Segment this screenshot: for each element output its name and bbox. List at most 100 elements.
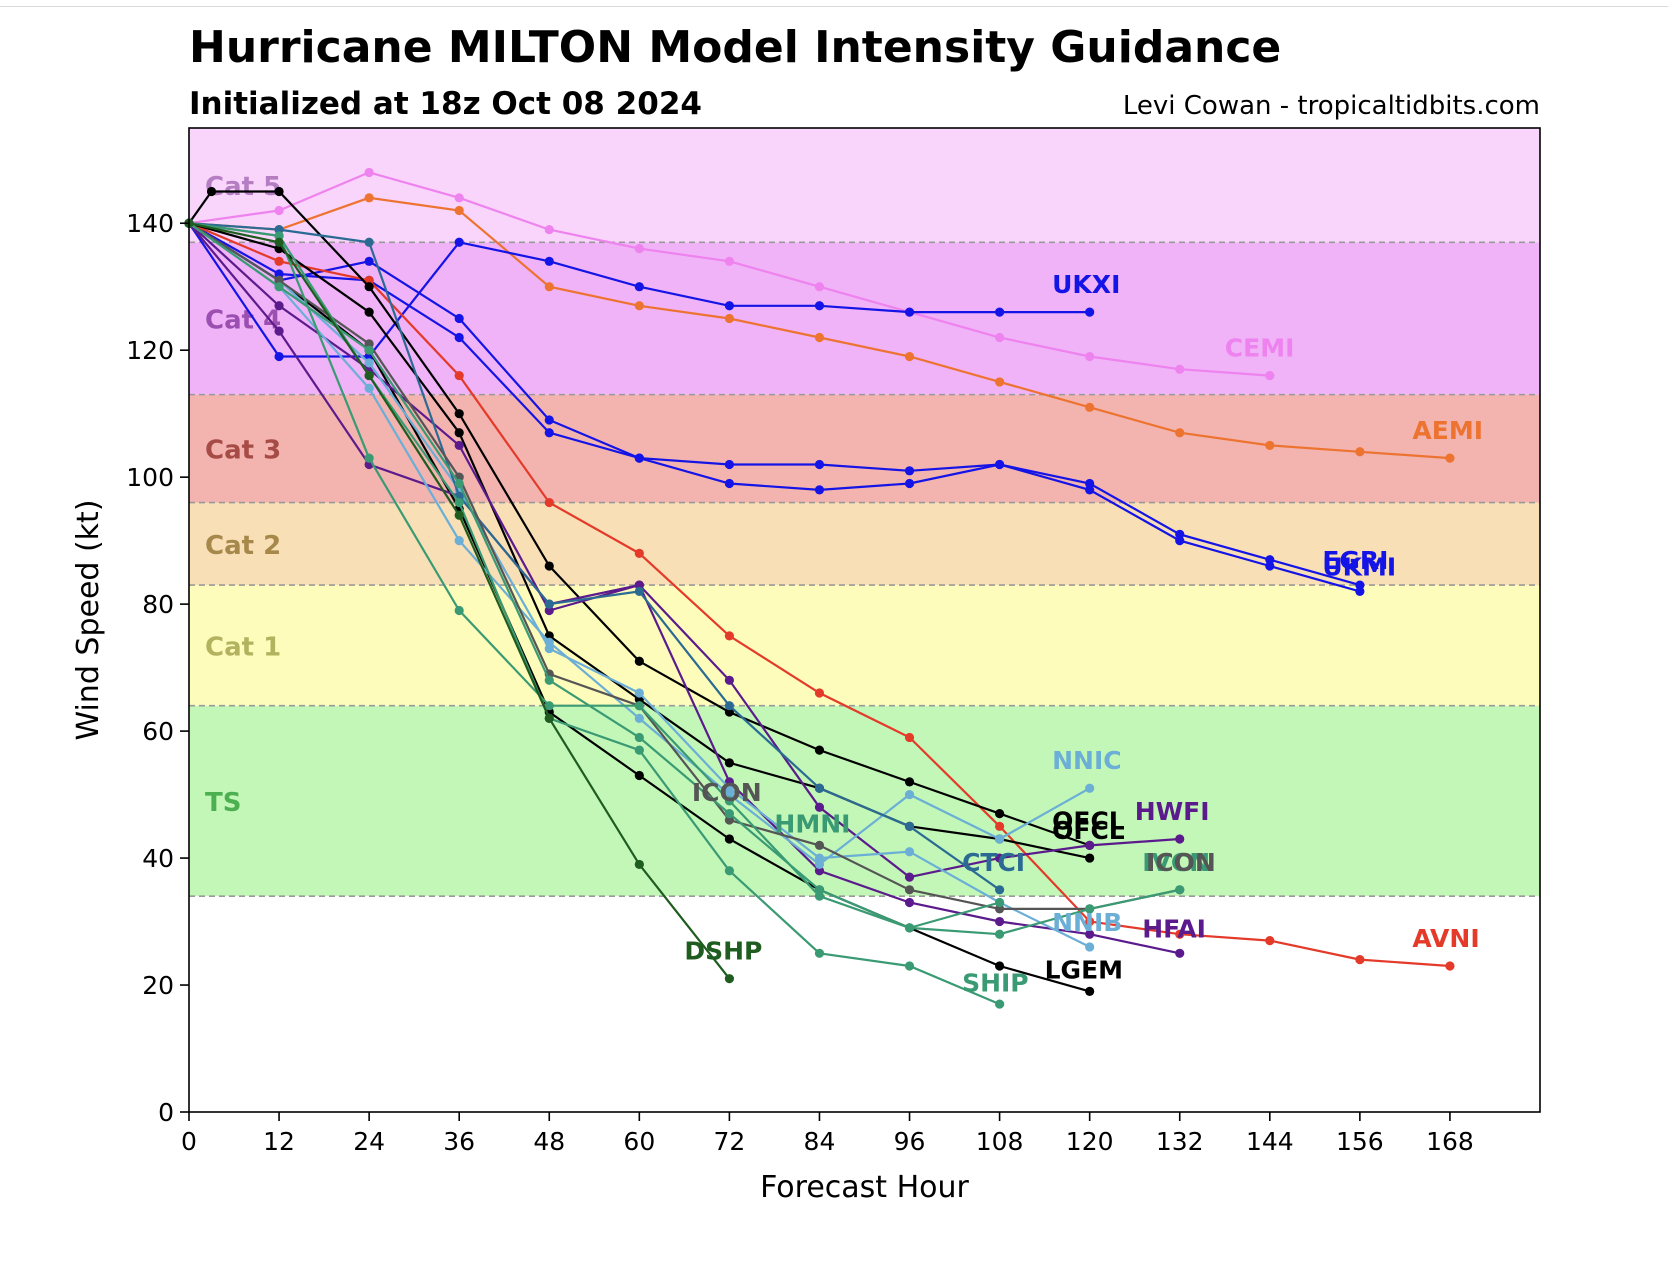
data-point-avni [904, 732, 915, 743]
data-point-ukxi [454, 237, 464, 247]
data-point-ivcn [634, 732, 644, 743]
x-tick-label: 36 [443, 1127, 475, 1156]
data-point-hwfi [274, 301, 284, 311]
data-point-ctci [904, 821, 915, 831]
data-point-hmni [995, 897, 1005, 908]
y-axis-label: Wind Speed (kt) [71, 499, 106, 740]
model-series [184, 167, 1455, 1009]
data-point-aemi [724, 313, 735, 324]
band-cat-1 [189, 585, 1540, 706]
top-divider [0, 6, 1668, 7]
data-point-ship [724, 866, 735, 876]
band-ts [189, 705, 1540, 897]
data-point-ship [904, 961, 915, 971]
data-point-aemi [904, 351, 915, 362]
data-point-ship [634, 745, 644, 755]
plot-frame [188, 127, 1541, 1113]
model-label-ukxi: UKXI [1052, 270, 1120, 299]
data-point-icon [364, 339, 374, 349]
data-point-aemi [1085, 402, 1095, 412]
model-label-dshp: DSHP [684, 937, 762, 966]
data-point-ofcl [814, 745, 825, 755]
data-point-ship [995, 999, 1005, 1009]
data-point-ukxi [995, 307, 1005, 317]
data-point-aemi [544, 282, 554, 292]
data-point-cemi [454, 193, 464, 203]
data-point-icon [274, 275, 284, 285]
model-label-nnic: NNIC [1052, 746, 1122, 775]
data-point-hwfi [1085, 840, 1095, 850]
x-tick-label: 0 [181, 1127, 197, 1156]
model-label-egri: EGRI [1322, 546, 1388, 575]
data-point-avni [454, 370, 464, 381]
x-tick-label: 72 [713, 1127, 745, 1156]
data-point-avni [364, 275, 374, 285]
data-point-ivcn [724, 809, 735, 819]
data-point-lgem [1085, 986, 1095, 996]
data-point-hmni [454, 605, 464, 616]
data-point-avni [274, 256, 284, 266]
data-point-ofcl [995, 809, 1005, 819]
data-point-avni [1445, 961, 1455, 971]
data-point-ofcl [454, 428, 464, 438]
series-line-hmni [188, 222, 1000, 930]
model-label-icon: ICON [692, 778, 762, 807]
data-point-hmni [814, 891, 825, 901]
band-label: Cat 1 [205, 632, 281, 662]
model-label-ofcl: OFCL [1052, 816, 1125, 845]
model-label-ctci: CTCI [962, 848, 1025, 877]
data-point-ofcl [724, 707, 735, 717]
data-point-nnib [724, 783, 735, 793]
data-point-hfai [274, 326, 284, 336]
data-point-nnic [364, 383, 374, 393]
data-point-ukmi [274, 269, 284, 279]
data-point-ukmi [544, 428, 554, 438]
y-tick-label: 20 [142, 971, 174, 1000]
data-point-egri [814, 459, 825, 470]
band-label: Cat 5 [205, 172, 281, 202]
data-point-lgem [634, 770, 644, 781]
data-point-ctci [634, 586, 644, 597]
data-point-egri [1085, 478, 1095, 489]
data-point-ofcl [364, 282, 374, 292]
x-tick-label: 24 [353, 1127, 385, 1156]
data-point-ukmi [1085, 485, 1095, 495]
data-point-egri [1175, 529, 1185, 539]
data-point-egri [724, 459, 735, 470]
data-point-ukmi [1175, 536, 1185, 546]
data-point-ivcn [814, 885, 825, 895]
data-point-cemi [814, 282, 825, 292]
data-point-aemi [634, 301, 644, 311]
data-point-ivcn [454, 478, 464, 489]
data-point-hmni [364, 453, 374, 463]
chart-title: Hurricane MILTON Model Intensity Guidanc… [189, 22, 1282, 73]
data-point-ship [454, 497, 464, 508]
data-point-ofcl [724, 758, 735, 768]
data-point-hmni [634, 701, 644, 711]
data-point-egri [904, 466, 915, 476]
data-point-avni [634, 548, 644, 558]
data-point-cemi [634, 244, 644, 254]
data-point-icon [724, 815, 735, 825]
axes: 0 12 24 36 48 60 72 84 96 108 120 132 144 156 168 0 20 40… [126, 209, 1474, 1156]
data-point-ukxi [274, 351, 284, 362]
y-tick-label: 80 [142, 590, 174, 619]
data-point-ukmi [1355, 586, 1365, 597]
series-line-ctci [188, 222, 1001, 891]
x-tick-label: 48 [533, 1127, 565, 1156]
x-tick-label: 60 [623, 1127, 655, 1156]
data-point-ukxi [634, 282, 644, 292]
data-point-aemi [364, 193, 374, 203]
data-point-hmni [904, 923, 915, 933]
data-point-hmni [544, 701, 554, 711]
data-point-nnib [364, 358, 374, 368]
x-axis-label: Forecast Hour [760, 1170, 969, 1205]
data-point-ukxi [724, 301, 735, 311]
data-point-ivcn [1085, 904, 1095, 914]
model-label-cemi: CEMI [1225, 334, 1295, 363]
data-point-aemi [454, 205, 464, 216]
data-point-avni [995, 821, 1005, 831]
data-point-dshp [454, 510, 464, 520]
data-point-ofcl [206, 186, 217, 197]
y-tick-label: 60 [142, 717, 174, 746]
